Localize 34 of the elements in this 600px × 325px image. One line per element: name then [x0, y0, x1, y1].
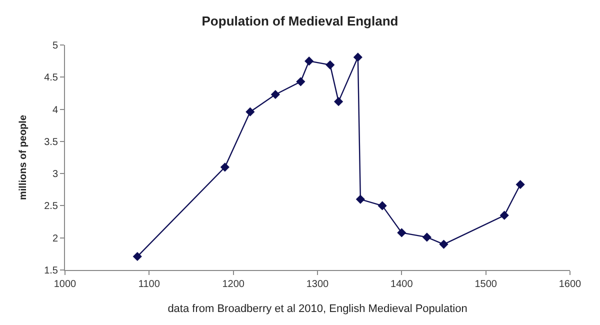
point: [334, 97, 344, 106]
point: [296, 77, 306, 86]
point: [326, 60, 335, 70]
y-tick-label: 2.5: [44, 201, 58, 212]
x-tick-label: 1100: [138, 279, 160, 290]
x-axis-title: data from Broadberry et al 2010, English Medieval Population: [168, 303, 468, 316]
point: [304, 56, 314, 66]
point: [422, 232, 432, 242]
x-tick-label: 1300: [306, 279, 330, 290]
point: [500, 210, 509, 220]
point: [356, 194, 365, 204]
point: [516, 180, 525, 190]
y-axis-title: millions of people: [18, 114, 30, 200]
y-tick-label: 3: [52, 169, 58, 180]
point: [439, 240, 448, 249]
y-tick-label: 5: [52, 40, 58, 52]
point: [132, 252, 142, 262]
point: [397, 228, 406, 238]
point: [270, 90, 280, 100]
y-tick-label: 2: [52, 233, 58, 244]
point: [220, 162, 230, 172]
x-tick-label: 1400: [390, 279, 414, 290]
y-tick-label: 4.5: [44, 72, 58, 84]
x-tick-label: 1500: [474, 279, 498, 290]
y-tick-label: 4: [52, 104, 58, 116]
y-tick-label: 3.5: [44, 136, 58, 148]
y-tick-label: 1.5: [44, 266, 58, 276]
point: [246, 107, 255, 116]
point: [353, 52, 362, 62]
point: [378, 201, 387, 210]
chart-title: Population of Medieval England: [202, 13, 398, 28]
x-tick-label: 1200: [222, 279, 245, 290]
x-tick-label: 1600: [558, 279, 582, 290]
x-tick-label: 1000: [54, 279, 77, 290]
